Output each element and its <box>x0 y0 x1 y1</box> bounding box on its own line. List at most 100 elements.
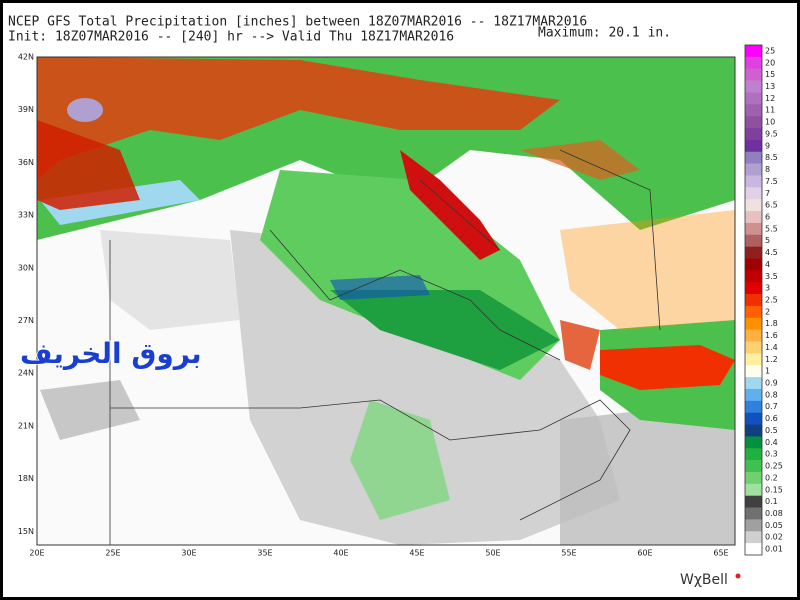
colorbar-label: 0.3 <box>765 450 778 459</box>
colorbar-label: 0.2 <box>765 473 778 482</box>
colorbar-swatch <box>745 104 762 117</box>
colorbar-swatch <box>745 128 762 141</box>
colorbar-label: 8 <box>765 165 770 174</box>
colorbar-label: 0.01 <box>765 545 783 554</box>
colorbar-swatch <box>745 187 762 200</box>
colorbar-swatch <box>745 543 762 556</box>
colorbar-label: 0.4 <box>765 438 778 447</box>
colorbar-label: 0.08 <box>765 509 783 518</box>
colorbar-swatch <box>745 270 762 283</box>
colorbar-swatch <box>745 258 762 271</box>
colorbar-swatch <box>745 163 762 176</box>
colorbar-label: 0.1 <box>765 497 778 506</box>
colorbar-label: 6 <box>765 212 770 221</box>
colorbar-label: 3.5 <box>765 272 778 281</box>
colorbar-swatch <box>745 151 762 164</box>
latitude-label: 18N <box>18 474 34 483</box>
colorbar-label: 9.5 <box>765 129 778 138</box>
colorbar-label: 1 <box>765 367 770 376</box>
colorbar-label: 0.5 <box>765 426 778 435</box>
colorbar-label: 0.7 <box>765 402 778 411</box>
colorbar-swatch <box>745 329 762 342</box>
colorbar-swatch <box>745 341 762 354</box>
map-border <box>36 56 736 546</box>
colorbar-label: 4 <box>765 260 770 269</box>
colorbar-label: 5 <box>765 236 770 245</box>
latitude-label: 39N <box>18 105 34 114</box>
logo: WχBell <box>680 572 728 588</box>
colorbar-swatch <box>745 400 762 413</box>
maximum: Maximum: 20.1 in. <box>538 26 671 41</box>
colorbar-swatch <box>745 365 762 378</box>
colorbar-label: 2 <box>765 307 770 316</box>
precipitation-field <box>37 57 735 545</box>
latitude-label: 21N <box>18 421 34 430</box>
longitude-label: 30E <box>181 549 196 558</box>
colorbar-label: 0.9 <box>765 379 778 388</box>
colorbar-label: 0.05 <box>765 521 783 530</box>
colorbar-label: 12 <box>765 94 775 103</box>
init-valid: Init: 18Z07MAR2016 -- [240] hr --> Valid… <box>8 30 454 45</box>
colorbar-label: 1.4 <box>765 343 778 352</box>
colorbar-label: 7 <box>765 189 770 198</box>
title: NCEP GFS Total Precipitation [inches] be… <box>8 15 587 30</box>
colorbar-swatch <box>745 495 762 508</box>
longitude-label: 20E <box>29 549 44 558</box>
colorbar-label: 10 <box>765 118 775 127</box>
colorbar-swatch <box>745 246 762 259</box>
colorbar-swatch <box>745 377 762 390</box>
colorbar-swatch <box>745 282 762 295</box>
colorbar-label: 15 <box>765 70 775 79</box>
latitude-label: 30N <box>18 263 34 272</box>
colorbar-swatch <box>745 460 762 473</box>
colorbar-swatch <box>745 471 762 485</box>
colorbar-swatch <box>745 234 762 247</box>
colorbar-label: 20 <box>765 58 775 67</box>
latitude-label: 36N <box>18 158 34 167</box>
colorbar-swatch <box>745 175 762 188</box>
colorbar-label: 0.6 <box>765 414 778 423</box>
colorbar-swatch <box>745 317 762 330</box>
colorbar-swatch <box>745 507 762 520</box>
colorbar-label: 7.5 <box>765 177 778 186</box>
colorbar-border <box>744 44 763 556</box>
colorbar-swatch <box>745 68 762 81</box>
colorbar-label: 1.8 <box>765 319 778 328</box>
colorbar-swatch <box>745 424 762 437</box>
logo-dot <box>735 573 741 579</box>
longitude-label: 35E <box>257 549 272 558</box>
colorbar-swatch <box>745 436 762 449</box>
colorbar-swatch <box>745 45 762 58</box>
colorbar-swatch <box>745 80 762 93</box>
colorbar-label: 11 <box>765 106 775 115</box>
colorbar-swatch <box>745 92 762 105</box>
colorbar-swatch <box>745 56 762 70</box>
longitude-label: 50E <box>485 549 500 558</box>
latitude-label: 24N <box>18 369 34 378</box>
colorbar-swatch <box>745 519 762 532</box>
colorbar-label: 1.6 <box>765 331 778 340</box>
longitude-label: 60E <box>637 549 652 558</box>
latitude-label: 42N <box>18 53 34 62</box>
colorbar-label: 0.8 <box>765 390 778 399</box>
colorbar-label: 5.5 <box>765 224 778 233</box>
colorbar-label: 8.5 <box>765 153 778 162</box>
colorbar-swatch <box>745 531 762 544</box>
colorbar-label: 25 <box>765 46 775 55</box>
colorbar-label: 0.15 <box>765 485 783 494</box>
colorbar-swatch <box>745 294 762 307</box>
colorbar-label: 4.5 <box>765 248 778 257</box>
colorbar-label: 0.25 <box>765 462 783 471</box>
colorbar-swatch <box>745 116 762 129</box>
colorbar-swatch <box>745 199 762 212</box>
colorbar-swatch <box>745 222 762 236</box>
colorbar-swatch <box>745 353 762 366</box>
colorbar-label: 1.2 <box>765 355 778 364</box>
colorbar-label: 0.02 <box>765 533 783 542</box>
latitude-label: 27N <box>18 316 34 325</box>
colorbar-label: 9 <box>765 141 770 150</box>
watermark: بروق الخريف <box>20 337 202 370</box>
colorbar-swatch <box>745 211 762 224</box>
